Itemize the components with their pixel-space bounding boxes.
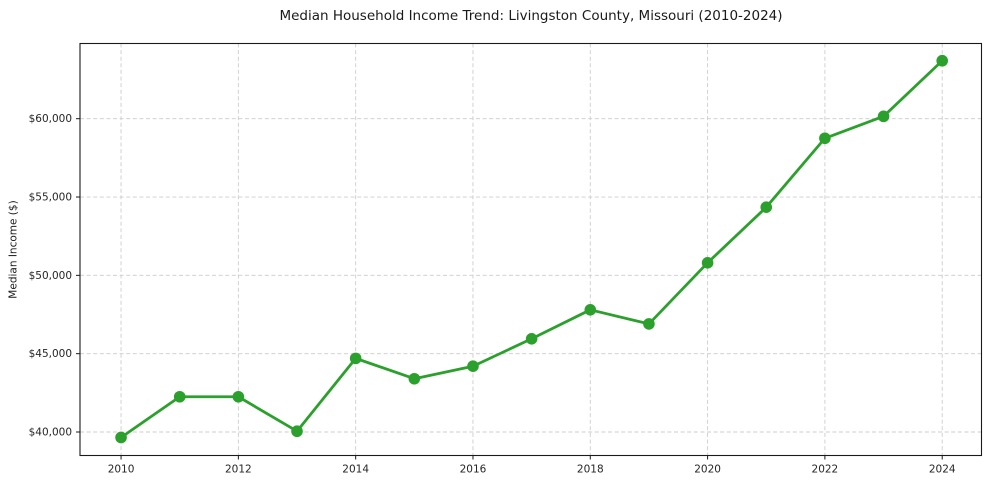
x-tick-label: 2010 <box>108 464 135 476</box>
plot-border <box>79 42 983 457</box>
data-point-2020 <box>701 257 714 269</box>
chart-title: Median Household Income Trend: Livingsto… <box>279 8 783 24</box>
y-tick-label: $50,000 <box>29 270 72 282</box>
x-tick-label: 2024 <box>929 464 956 476</box>
data-point-2018 <box>584 304 597 316</box>
y-tick-label: $45,000 <box>29 348 72 360</box>
data-point-2021 <box>760 201 773 214</box>
y-tick-label: $55,000 <box>29 192 72 204</box>
data-point-2024 <box>936 54 949 67</box>
x-tick-label: 2022 <box>812 464 839 476</box>
data-point-2019 <box>643 318 655 330</box>
y-tick-label: $40,000 <box>29 427 72 439</box>
x-tick-label: 2016 <box>460 464 487 476</box>
data-point-2023 <box>877 110 890 123</box>
data-point-2022 <box>819 132 831 145</box>
data-point-2016 <box>467 360 479 373</box>
y-tick-label: $60,000 <box>29 113 72 125</box>
x-tick-label: 2020 <box>694 464 721 476</box>
income-trend-line <box>119 59 944 439</box>
data-point-2017 <box>525 332 538 345</box>
data-point-2015 <box>408 372 421 385</box>
x-tick-label: 2012 <box>225 464 252 476</box>
x-tick-label: 2018 <box>577 464 604 476</box>
data-point-2010 <box>115 431 127 444</box>
x-tick-label: 2014 <box>342 464 369 476</box>
data-point-2014 <box>349 352 362 365</box>
data-point-2011 <box>173 390 186 403</box>
data-point-2012 <box>232 390 245 403</box>
data-point-2013 <box>291 425 303 438</box>
